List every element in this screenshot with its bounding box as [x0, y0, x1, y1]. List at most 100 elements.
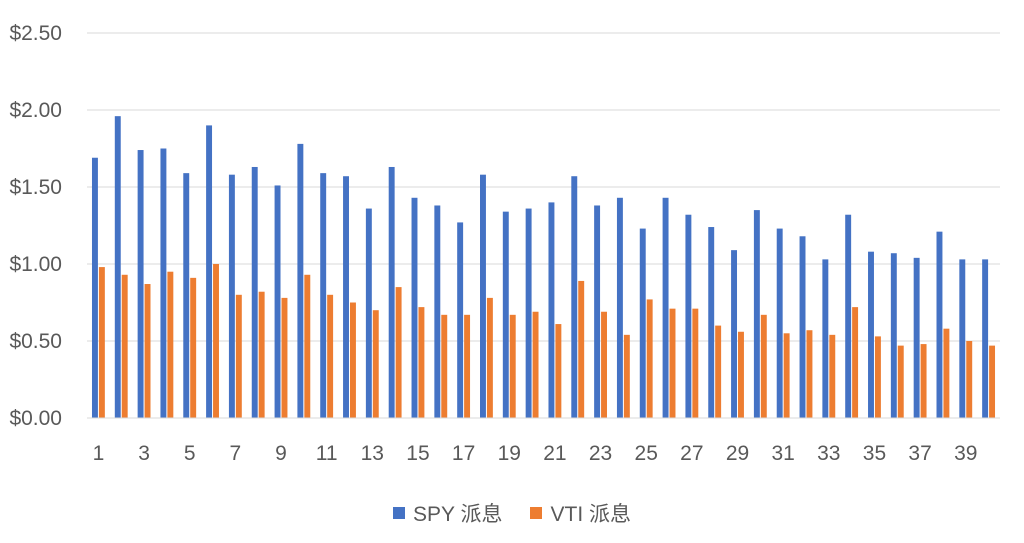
x-tick-label: 31 — [771, 442, 794, 465]
bar-vti-12 — [349, 302, 356, 418]
bar-spy-24 — [616, 197, 623, 418]
bar-vti-8 — [258, 291, 265, 418]
bar-spy-6 — [206, 125, 213, 419]
bar-vti-30 — [760, 314, 767, 418]
legend-label-spy: SPY 派息 — [413, 503, 503, 526]
bar-spy-31 — [776, 228, 783, 418]
bar-vti-25 — [646, 299, 653, 418]
bar-vti-4 — [167, 271, 174, 418]
bar-spy-12 — [343, 176, 349, 418]
x-tick-label: 37 — [908, 442, 931, 465]
bar-spy-8 — [251, 166, 258, 418]
bar-vti-21 — [555, 324, 562, 418]
x-tick-label: 29 — [726, 442, 749, 465]
bar-vti-6 — [213, 264, 219, 418]
y-tick-label: $0.50 — [9, 330, 62, 353]
bar-vti-15 — [418, 307, 425, 418]
bar-spy-19 — [502, 211, 509, 418]
x-tick-label: 3 — [138, 442, 150, 465]
bar-spy-35 — [868, 251, 874, 418]
bar-vti-2 — [121, 274, 128, 418]
bar-spy-3 — [137, 150, 144, 419]
x-tick-label: 7 — [230, 442, 242, 465]
x-tick-label: 5 — [184, 442, 196, 465]
bar-spy-14 — [388, 166, 395, 418]
bar-spy-39 — [959, 259, 966, 418]
bar-spy-4 — [160, 148, 167, 418]
bar-vti-16 — [441, 314, 448, 418]
bar-vti-9 — [281, 297, 288, 418]
bar-vti-29 — [738, 331, 744, 418]
bar-spy-5 — [183, 173, 190, 418]
bar-vti-3 — [144, 284, 151, 418]
bar-spy-37 — [913, 257, 920, 418]
bar-spy-15 — [411, 197, 418, 418]
y-tick-label: $1.00 — [9, 253, 62, 276]
bar-spy-22 — [571, 176, 578, 418]
bar-vti-18 — [486, 297, 493, 418]
x-tick-label: 27 — [680, 442, 703, 465]
x-tick-label: 15 — [406, 442, 429, 465]
bar-vti-40 — [989, 345, 996, 418]
x-tick-label: 13 — [361, 442, 384, 465]
bar-vti-28 — [715, 325, 722, 418]
bar-spy-38 — [936, 231, 943, 418]
bar-vti-13 — [372, 310, 379, 418]
x-tick-label: 23 — [589, 442, 612, 465]
bar-vti-31 — [783, 333, 790, 418]
y-tick-label: $0.00 — [9, 407, 62, 430]
y-tick-label: $2.50 — [9, 22, 62, 45]
bar-spy-33 — [822, 259, 829, 418]
bar-spy-23 — [594, 205, 601, 418]
legend-swatch-vti — [530, 507, 543, 519]
bar-spy-16 — [434, 205, 441, 418]
bar-spy-13 — [365, 208, 372, 418]
bar-vti-27 — [692, 308, 699, 418]
bar-spy-30 — [753, 210, 760, 418]
bar-vti-10 — [304, 274, 311, 418]
x-tick-label: 11 — [316, 442, 338, 465]
bar-vti-23 — [601, 311, 607, 418]
bar-chart: $0.00$0.50$1.00$1.50$2.00$2.50 1 3 5 7 9 11 13… — [9, 22, 1000, 465]
x-tick-label: 21 — [543, 442, 566, 465]
bar-vti-39 — [966, 341, 973, 418]
x-axis-tick-labels: 1 3 5 7 9 11 13 15 17 19 21 23 25 27 29 31 33 35 37 39 — [93, 442, 978, 465]
bar-spy-20 — [525, 208, 532, 418]
bar-spy-34 — [845, 214, 852, 418]
bar-vti-17 — [464, 314, 471, 418]
bar-vti-33 — [829, 334, 836, 418]
bar-vti-5 — [190, 277, 197, 418]
bar-vti-38 — [943, 328, 950, 418]
bar-vti-36 — [897, 345, 904, 418]
x-tick-label: 25 — [635, 442, 658, 465]
bar-vti-11 — [327, 294, 334, 418]
bar-vti-34 — [852, 307, 859, 418]
bar-vti-20 — [532, 311, 539, 418]
bar-vti-37 — [920, 344, 927, 418]
x-tick-label: 9 — [275, 442, 287, 465]
bar-spy-27 — [685, 214, 692, 418]
x-tick-label: 17 — [452, 442, 475, 465]
bar-spy-21 — [548, 202, 555, 418]
bar-spy-25 — [639, 228, 646, 418]
bar-vti-32 — [806, 330, 813, 418]
bar-vti-26 — [669, 308, 676, 418]
bar-spy-40 — [982, 259, 989, 418]
bar-spy-29 — [731, 250, 738, 418]
legend: SPY 派息 VTI 派息 — [0, 498, 1024, 528]
bar-vti-14 — [395, 287, 402, 418]
legend-swatch-spy — [393, 507, 405, 519]
bar-spy-32 — [799, 236, 806, 418]
y-tick-label: $1.50 — [9, 176, 62, 199]
bar-spy-2 — [114, 116, 121, 418]
bar-spy-9 — [274, 185, 281, 418]
x-tick-label: 39 — [954, 442, 977, 465]
bar-spy-36 — [890, 253, 897, 418]
bar-spy-26 — [662, 197, 669, 418]
bar-spy-18 — [480, 174, 486, 418]
x-tick-label: 1 — [93, 442, 105, 465]
bars — [91, 116, 996, 419]
bar-spy-10 — [297, 143, 304, 418]
bar-vti-1 — [98, 267, 105, 418]
bar-vti-22 — [578, 280, 585, 418]
